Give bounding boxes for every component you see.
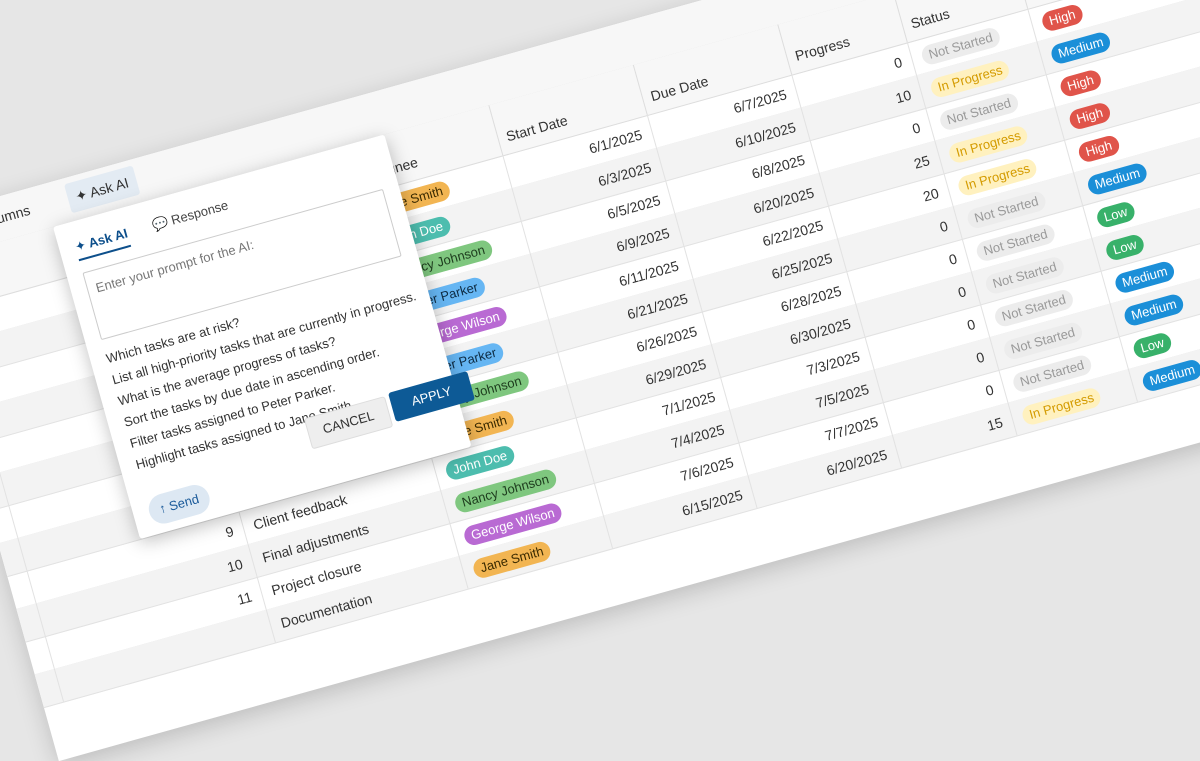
tab-ask-ai[interactable]: ✦ Ask AI xyxy=(73,225,132,262)
progress-text: 0 xyxy=(965,315,978,334)
priority-pill: High xyxy=(1076,134,1122,165)
due-text: 7/5/2025 xyxy=(813,380,871,411)
progress-text: 0 xyxy=(910,119,923,137)
priority-pill: High xyxy=(1058,68,1104,99)
send-label: Send xyxy=(167,491,201,514)
send-button[interactable]: ↑ Send xyxy=(145,481,214,528)
priority-pill: Low xyxy=(1094,200,1137,230)
id-text: 10 xyxy=(225,555,245,576)
progress-text: 25 xyxy=(912,152,932,172)
columns-button[interactable]: Columns xyxy=(0,201,32,233)
due-text: 6/8/2025 xyxy=(749,151,807,182)
due-text: 7/3/2025 xyxy=(804,348,862,379)
progress-text: 0 xyxy=(937,217,950,236)
start-text: 6/3/2025 xyxy=(596,159,654,190)
progress-text: 0 xyxy=(956,283,968,301)
ask-ai-label: Ask AI xyxy=(87,174,131,201)
progress-text: 0 xyxy=(974,348,987,367)
priority-pill: High xyxy=(1067,101,1113,132)
due-text: 6/7/2025 xyxy=(731,86,789,117)
progress-text: 10 xyxy=(893,86,914,107)
start-text: 6/1/2025 xyxy=(587,126,644,157)
priority-pill: Low xyxy=(1104,233,1146,263)
progress-text: 0 xyxy=(947,250,959,268)
tab-response[interactable]: 💬 Response xyxy=(150,197,230,233)
tab-label: Ask AI xyxy=(86,225,130,251)
progress-text: 20 xyxy=(921,184,941,205)
progress-text: 0 xyxy=(892,53,904,72)
progress-text: 0 xyxy=(983,381,996,399)
start-text: 6/15/2025 xyxy=(680,486,745,519)
start-text: 7/6/2025 xyxy=(678,454,736,485)
due-text: 7/7/2025 xyxy=(823,413,880,444)
tab-label: Response xyxy=(169,197,230,228)
priority-pill: High xyxy=(1040,3,1085,34)
start-text: 7/1/2025 xyxy=(660,388,718,419)
priority-pill: Low xyxy=(1131,331,1174,361)
start-text: 6/9/2025 xyxy=(614,224,672,255)
due-text: 6/20/2025 xyxy=(824,446,889,479)
id-text: 9 xyxy=(223,522,236,541)
apply-button[interactable]: APPLY xyxy=(388,370,476,422)
id-text: 11 xyxy=(235,588,254,608)
start-text: 6/5/2025 xyxy=(605,192,663,223)
progress-text: 15 xyxy=(985,414,1005,434)
start-text: 7/4/2025 xyxy=(669,421,727,452)
